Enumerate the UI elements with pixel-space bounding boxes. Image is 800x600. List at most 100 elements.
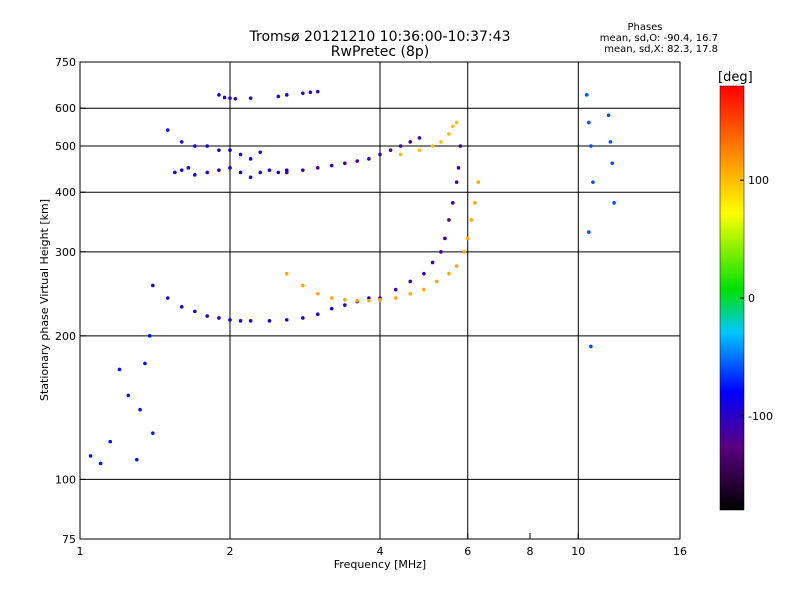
data-point	[233, 96, 238, 101]
data-point	[284, 271, 289, 276]
colorbar-tick-label: 0	[748, 292, 755, 305]
data-point	[258, 170, 263, 175]
data-point	[301, 91, 305, 96]
data-point	[248, 319, 253, 323]
data-point	[439, 140, 443, 144]
data-point	[430, 144, 435, 148]
data-point	[88, 454, 93, 458]
data-point	[147, 334, 152, 338]
data-point	[443, 236, 447, 241]
data-point	[205, 314, 209, 318]
data-point	[108, 439, 113, 444]
data-point	[587, 230, 591, 234]
data-point	[408, 291, 413, 296]
stats-o-mode: mean, sd,O: -90.4, 16.7	[599, 33, 718, 44]
x-tick-label: 6	[464, 545, 471, 558]
data-point	[367, 298, 371, 303]
data-point	[408, 140, 413, 144]
data-point	[126, 393, 131, 398]
data-point	[276, 94, 281, 99]
data-point	[248, 175, 253, 180]
data-point	[473, 201, 477, 205]
data-point	[451, 201, 455, 205]
data-point	[267, 168, 272, 172]
data-point	[454, 264, 459, 268]
data-point	[469, 218, 474, 222]
data-point	[205, 144, 209, 148]
data-point	[217, 316, 221, 320]
data-point	[258, 150, 263, 155]
data-point	[398, 144, 403, 148]
data-point	[434, 279, 439, 284]
y-tick-label: 750	[55, 56, 76, 69]
data-point	[301, 316, 305, 320]
y-tick-label: 500	[55, 140, 76, 153]
data-point	[367, 296, 371, 300]
data-point	[612, 201, 616, 205]
data-point	[267, 319, 272, 323]
data-point	[378, 152, 382, 157]
data-point	[439, 250, 443, 254]
data-point	[393, 287, 398, 292]
data-point	[117, 367, 122, 372]
y-tick-label: 200	[55, 330, 76, 343]
y-tick-label: 600	[55, 102, 76, 115]
data-point	[217, 93, 221, 97]
chart-title: Tromsø 20121210 10:36:00-10:37:43	[249, 29, 511, 45]
data-point	[179, 305, 184, 309]
data-point	[456, 166, 461, 170]
data-points	[88, 89, 616, 466]
data-point	[589, 344, 593, 349]
y-tick-label: 75	[62, 533, 76, 546]
data-point	[422, 271, 426, 276]
data-point	[228, 96, 232, 100]
data-point	[248, 157, 253, 161]
data-point	[301, 168, 305, 172]
data-point	[355, 159, 359, 163]
data-point	[315, 89, 320, 94]
data-point	[228, 318, 232, 322]
data-point	[591, 180, 595, 184]
data-point	[329, 306, 334, 311]
data-point	[238, 152, 243, 157]
axis-ticks: 1 2 4 6 8 10 16 75 100 200 300 400 500 600 750	[55, 56, 687, 558]
data-point	[398, 152, 403, 157]
data-point	[447, 132, 451, 136]
x-tick-label: 10	[571, 545, 585, 558]
y-tick-label: 300	[55, 246, 76, 259]
data-point	[165, 296, 170, 300]
stats-x-mode: mean, sd,X: 82.3, 17.8	[604, 44, 718, 55]
data-point	[228, 166, 232, 170]
data-point	[143, 361, 147, 366]
data-point	[186, 166, 191, 170]
data-point	[458, 144, 463, 148]
data-point	[134, 457, 139, 462]
data-point	[329, 163, 334, 168]
y-axis-label: Stationary phase Virtual Height [km]	[38, 199, 51, 401]
data-point	[165, 128, 170, 132]
data-point	[584, 93, 589, 97]
colorbar-tick-label: 100	[748, 174, 769, 187]
data-point	[205, 170, 209, 175]
data-point	[193, 173, 197, 177]
x-tick-label: 8	[527, 545, 534, 558]
data-point	[228, 148, 232, 152]
data-point	[151, 431, 155, 435]
data-point	[388, 148, 393, 152]
data-point	[422, 287, 426, 292]
data-point	[193, 144, 197, 148]
data-point	[465, 236, 470, 241]
data-point	[329, 296, 334, 300]
data-point	[276, 170, 281, 175]
data-point	[608, 140, 613, 144]
data-point	[606, 113, 611, 118]
data-point	[476, 180, 481, 184]
data-point	[238, 170, 243, 175]
data-point	[217, 148, 221, 152]
data-point	[447, 218, 451, 222]
data-point	[447, 271, 451, 276]
data-point	[378, 297, 382, 302]
y-tick-label: 400	[55, 186, 76, 199]
x-tick-label: 1	[77, 545, 84, 558]
data-point	[179, 140, 184, 144]
